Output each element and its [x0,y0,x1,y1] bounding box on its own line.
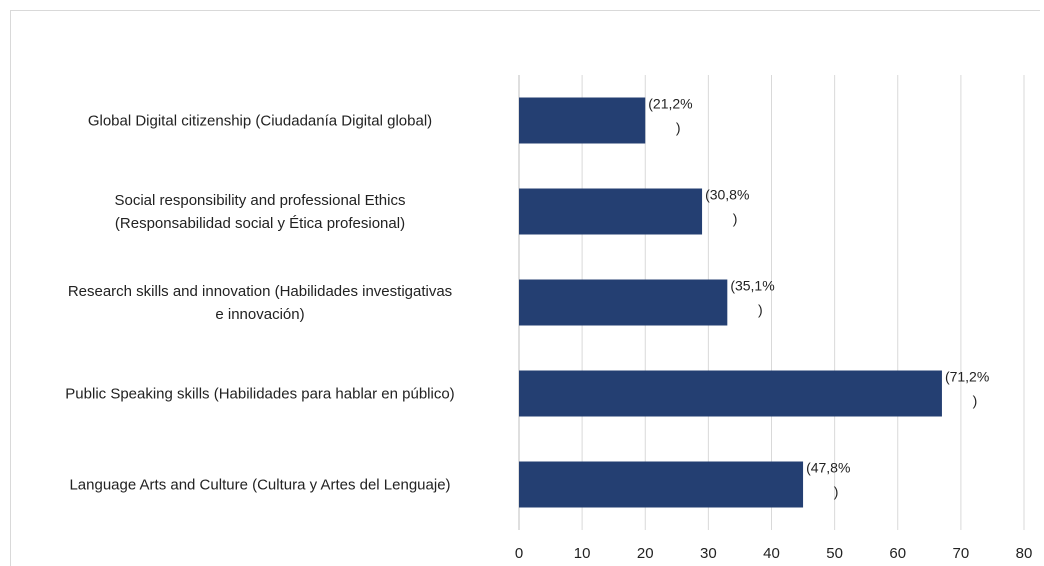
x-tick-label: 10 [574,545,591,562]
data-label: (71,2% [945,369,989,385]
data-label-paren: ) [834,484,839,500]
category-label: (Responsabilidad social y Ética profesio… [115,215,405,232]
category-label: Global Digital citizenship (Ciudadanía D… [88,113,432,130]
x-tick-label: 70 [953,545,970,562]
bar [519,188,703,235]
category-label: Public Speaking skills (Habilidades para… [65,386,454,403]
data-label: (47,8% [806,460,850,476]
x-tick-label: 40 [763,545,780,562]
category-label: Social responsibility and professional E… [115,192,406,209]
category-label: Language Arts and Culture (Cultura y Art… [69,477,450,494]
bar [519,461,804,508]
category-label: Research skills and innovation (Habilida… [68,283,452,300]
bar [519,279,728,326]
data-label-paren: ) [676,120,681,136]
data-label: (21,2% [648,96,692,112]
data-label-paren: ) [758,302,763,318]
data-labels: (21,2%) (30,8%) (35,1%) (71,2%) (47,8%) [648,96,989,500]
x-tick-label: 30 [700,545,717,562]
x-tick-label: 20 [637,545,654,562]
bar [519,370,942,417]
category-label: e innovación) [215,306,304,323]
x-tick-label: 60 [889,545,906,562]
bars [519,97,942,508]
x-tick-label: 50 [826,545,843,562]
category-labels: Global Digital citizenship (Ciudadanía D… [65,113,454,494]
x-tick-label: 80 [1016,545,1033,562]
data-label: (35,1% [730,278,774,294]
data-label-paren: ) [973,393,978,409]
x-axis-ticks: 0 10 20 30 40 50 60 70 80 [515,545,1033,562]
chart-frame [10,10,1040,566]
bar [519,97,646,144]
data-label: (30,8% [705,187,749,203]
x-tick-label: 0 [515,545,523,562]
data-label-paren: ) [733,211,738,227]
